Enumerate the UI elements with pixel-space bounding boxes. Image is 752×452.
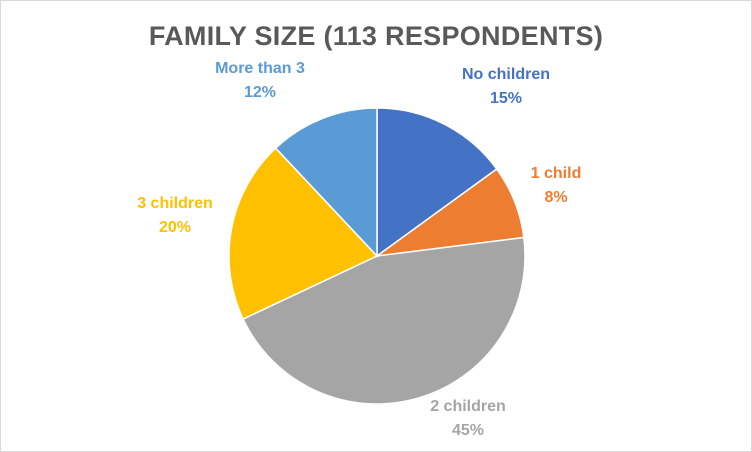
pie-slice-2-children — [242, 236, 526, 405]
slice-value-label: 12% — [244, 84, 276, 101]
slice-category-label: No children — [462, 66, 550, 83]
pie-slice-no-children — [376, 107, 498, 258]
slice-value-label: 45% — [452, 422, 484, 439]
slice-category-label: 3 children — [137, 195, 213, 212]
slice-category-label: More than 3 — [215, 60, 305, 77]
slice-value-label: 8% — [544, 189, 567, 206]
slice-category-label: 1 child — [531, 165, 582, 182]
chart-title: FAMILY SIZE (113 RESPONDENTS) — [148, 21, 604, 51]
pie-slice-more-than-3 — [274, 107, 378, 258]
slice-value-label: 20% — [159, 219, 191, 236]
slice-category-label: 2 children — [430, 398, 506, 415]
pie-slice-3-children — [228, 147, 379, 321]
slice-value-label: 15% — [490, 90, 522, 107]
